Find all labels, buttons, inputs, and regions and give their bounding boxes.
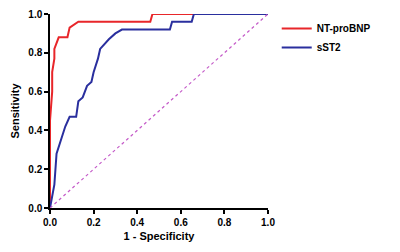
svg-text:0.6: 0.6 — [174, 217, 188, 228]
svg-text:0.0: 0.0 — [28, 203, 42, 214]
svg-text:0.6: 0.6 — [28, 86, 42, 97]
svg-text:1.0: 1.0 — [261, 217, 275, 228]
svg-text:0.2: 0.2 — [28, 164, 42, 175]
svg-text:0.0: 0.0 — [43, 217, 57, 228]
svg-text:Sensitivity: Sensitivity — [9, 83, 21, 139]
svg-text:0.4: 0.4 — [130, 217, 144, 228]
svg-text:1 - Specificity: 1 - Specificity — [124, 230, 196, 242]
svg-text:0.2: 0.2 — [87, 217, 101, 228]
svg-text:1.0: 1.0 — [28, 9, 42, 20]
svg-text:0.4: 0.4 — [28, 125, 42, 136]
svg-text:0.8: 0.8 — [28, 47, 42, 58]
svg-text:NT-proBNP: NT-proBNP — [317, 23, 371, 34]
svg-text:0.8: 0.8 — [217, 217, 231, 228]
svg-text:sST2: sST2 — [317, 42, 341, 53]
